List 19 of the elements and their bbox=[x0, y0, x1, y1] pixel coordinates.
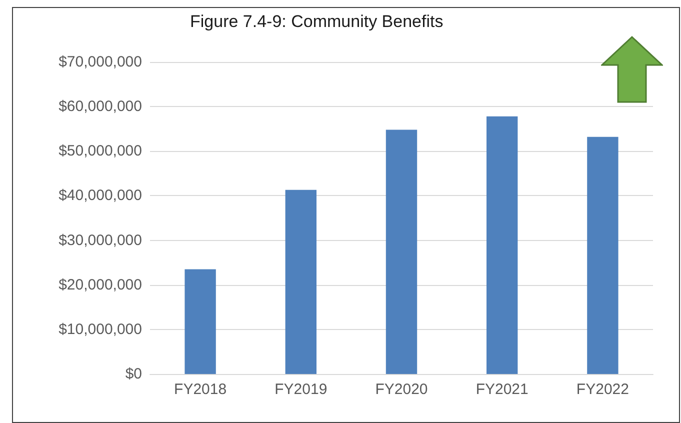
x-tick-label: FY2022 bbox=[576, 381, 629, 398]
y-tick-label: $10,000,000 bbox=[58, 320, 142, 338]
chart-title: Figure 7.4-9: Community Benefits bbox=[190, 12, 444, 31]
y-tick-label: $30,000,000 bbox=[58, 232, 142, 249]
y-tick-label: $70,000,000 bbox=[58, 54, 142, 70]
bar bbox=[386, 130, 418, 374]
x-tick-label: FY2019 bbox=[274, 381, 328, 398]
y-tick-label: $60,000,000 bbox=[58, 98, 142, 116]
bar bbox=[285, 190, 316, 374]
y-tick-label: $20,000,000 bbox=[58, 276, 142, 294]
y-tick-label: $40,000,000 bbox=[58, 187, 142, 204]
y-tick-label: $0 bbox=[125, 366, 142, 382]
x-tick-label: FY2018 bbox=[174, 381, 227, 398]
x-tick-label: FY2020 bbox=[375, 381, 428, 398]
y-tick-label: $50,000,000 bbox=[58, 142, 142, 160]
bar bbox=[587, 136, 618, 374]
bar bbox=[486, 116, 518, 374]
bar bbox=[184, 269, 216, 374]
x-tick-label: FY2021 bbox=[476, 381, 528, 398]
